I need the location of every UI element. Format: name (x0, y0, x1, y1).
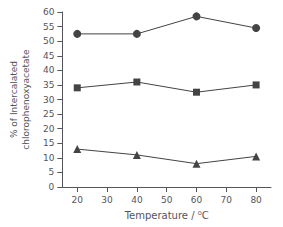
svg-text:30: 30 (101, 195, 113, 205)
svg-text:5: 5 (49, 167, 55, 177)
svg-text:45: 45 (43, 51, 54, 61)
svg-text:% of Intercalated: % of Intercalated (9, 61, 19, 138)
svg-text:20: 20 (43, 124, 55, 134)
svg-text:10: 10 (43, 153, 55, 163)
svg-text:20: 20 (72, 195, 84, 205)
svg-text:15: 15 (43, 138, 54, 148)
svg-text:70: 70 (221, 195, 233, 205)
svg-text:35: 35 (43, 80, 54, 90)
svg-text:40: 40 (43, 65, 55, 75)
svg-text:30: 30 (43, 95, 55, 105)
svg-text:50: 50 (161, 195, 173, 205)
svg-text:50: 50 (43, 36, 55, 46)
svg-text:chlorophenoxyacetate: chlorophenoxyacetate (21, 49, 31, 150)
svg-text:Temperature / ⁰C: Temperature / ⁰C (124, 210, 209, 221)
svg-text:0: 0 (49, 182, 55, 192)
svg-text:80: 80 (250, 195, 262, 205)
svg-text:60: 60 (191, 195, 203, 205)
svg-text:40: 40 (131, 195, 143, 205)
svg-text:55: 55 (43, 22, 54, 32)
svg-text:60: 60 (43, 7, 55, 17)
svg-text:25: 25 (43, 109, 54, 119)
